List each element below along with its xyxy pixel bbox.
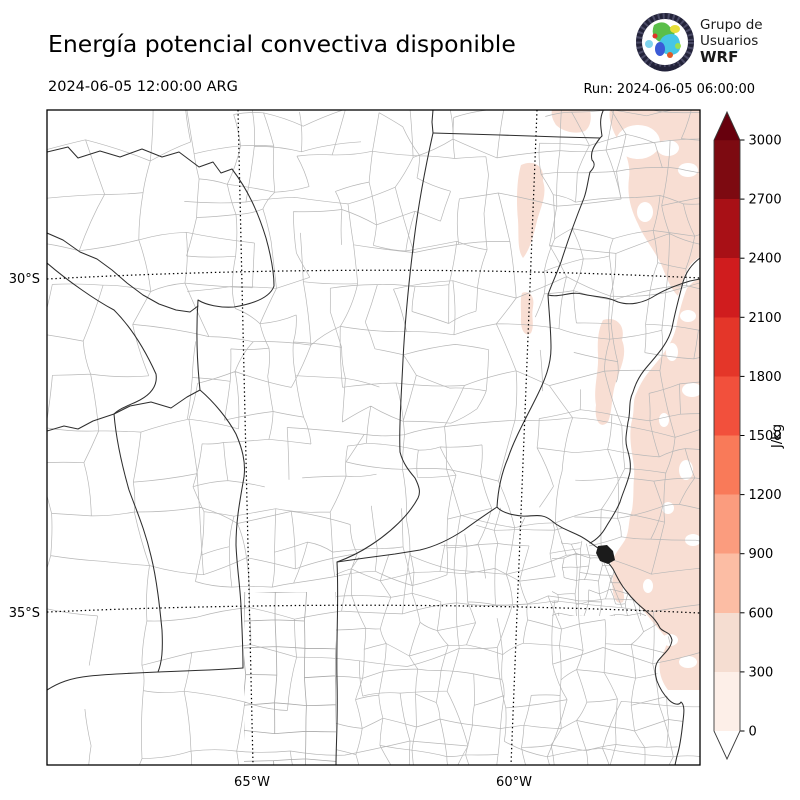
colorbar-segment [714, 553, 740, 613]
colorbar-tick-label: 1800 [749, 370, 782, 385]
boundary-mesh [244, 592, 336, 765]
lat-label-35s: 35°S [9, 606, 40, 621]
lon-label-60w: 60°W [496, 775, 532, 790]
graticule [47, 110, 700, 765]
colorbar-extend-arrow [714, 731, 740, 759]
lon-label-65w: 65°W [234, 775, 270, 790]
province-boundaries [47, 110, 700, 765]
map-canvas [47, 110, 700, 765]
logo-line1: Grupo de [700, 17, 763, 33]
colorbar-segment [714, 258, 740, 318]
colorbar-unit-label: J/kg [770, 424, 785, 449]
colorbar-outline [713, 110, 741, 761]
lat-label-30s: 30°S [9, 272, 40, 287]
colorbar-segment [714, 317, 740, 377]
colorbar-segment [714, 376, 740, 436]
colorbar-tick-label: 2700 [749, 193, 782, 208]
colorbar-segment [714, 199, 740, 259]
colorbar-tick-label: 600 [749, 606, 774, 621]
colorbar-tick-label: 2400 [749, 252, 782, 267]
colorbar-tick-label: 900 [749, 547, 774, 562]
wrf-logo-text: Grupo de Usuarios WRF [700, 17, 763, 65]
colorbar-tick-label: 1500 [749, 429, 782, 444]
wrf-logo-icon [636, 13, 694, 72]
page-title: Energía potencial convectiva disponible [48, 30, 516, 58]
colorbar-tick-label: 0 [749, 725, 757, 740]
colorbar-segment [714, 494, 740, 554]
map-frame [46, 109, 701, 766]
run-time-label: Run: 2024-06-05 06:00:00 [583, 82, 755, 97]
colorbar-tick-label: 1200 [749, 488, 782, 503]
colorbar-tick-label: 3000 [749, 134, 782, 149]
colorbar-segment [714, 435, 740, 495]
logo-line3: WRF [700, 48, 739, 66]
valid-time-label: 2024-06-05 12:00:00 ARG [48, 79, 238, 95]
colorbar: 0 300 600 900 1200 1500 1800 2100 2400 2700 3000 J… [713, 110, 785, 761]
colorbar-tick-label: 2100 [749, 311, 782, 326]
colorbar-extend-arrow [714, 112, 740, 141]
colorbar-segment [714, 140, 740, 200]
city-area [596, 545, 615, 564]
department-boundaries [47, 110, 700, 765]
pampa-grid-departments [244, 592, 336, 765]
colorbar-segment [714, 612, 740, 672]
longitude-gridline-60w [510, 110, 538, 765]
boundary-mesh [186, 110, 493, 588]
colorbar-tick-label: 300 [749, 665, 774, 680]
colorbar-segment [714, 671, 740, 731]
boundary-mesh [47, 110, 700, 765]
logo-line2: Usuarios [700, 33, 759, 49]
